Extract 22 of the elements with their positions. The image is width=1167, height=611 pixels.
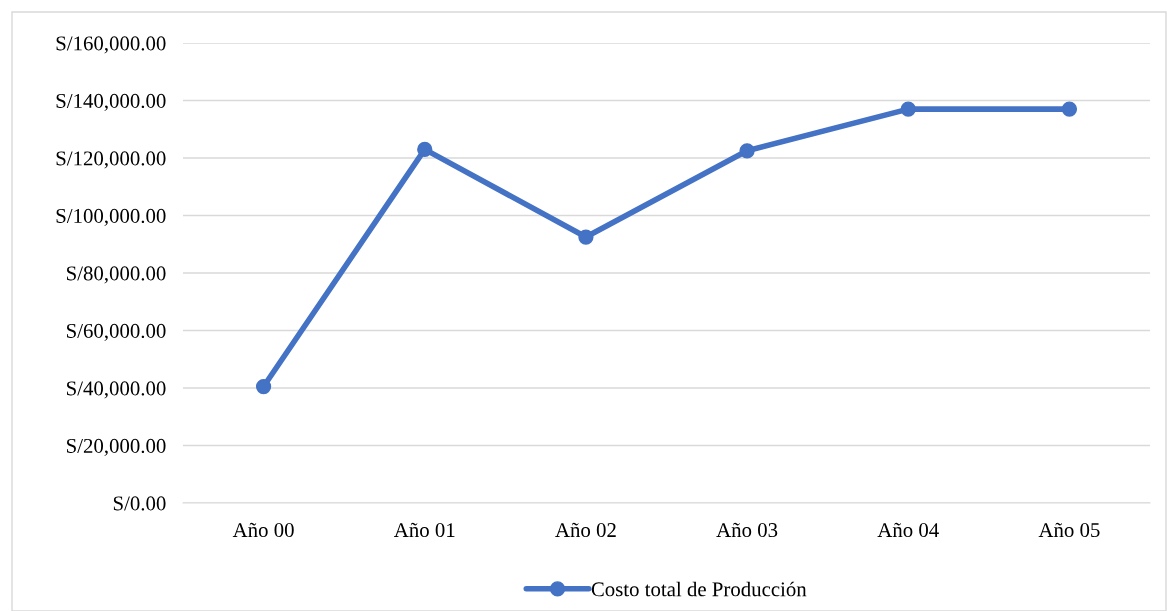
y-tick-label: S/140,000.00 bbox=[56, 93, 166, 111]
x-tick-label: Año 04 bbox=[877, 522, 939, 538]
y-tick-label: S/120,000.00 bbox=[56, 151, 166, 169]
x-tick-label: Año 03 bbox=[716, 522, 778, 538]
point bbox=[900, 101, 916, 117]
y-tick-label: S/0.00 bbox=[113, 496, 166, 511]
x-tick-label: Año 05 bbox=[1038, 522, 1100, 538]
y-tick-label: S/60,000.00 bbox=[67, 323, 166, 341]
x-tick-label: Año 01 bbox=[393, 522, 455, 538]
point bbox=[578, 229, 594, 245]
y-tick-label: S/100,000.00 bbox=[56, 208, 166, 226]
point bbox=[255, 378, 272, 395]
legend-label: Costo total de Producción bbox=[591, 581, 807, 597]
point bbox=[739, 143, 755, 159]
point bbox=[1061, 101, 1078, 117]
y-tick-label: S/20,000.00 bbox=[67, 438, 166, 456]
x-tick-label: Año 02 bbox=[555, 522, 616, 538]
y-tick-label: S/160,000.00 bbox=[56, 36, 166, 54]
y-tick-label: S/40,000.00 bbox=[67, 381, 166, 399]
point bbox=[417, 141, 433, 158]
y-tick-label: S/80,000.00 bbox=[67, 266, 166, 284]
x-tick-label: Año 00 bbox=[232, 522, 294, 538]
